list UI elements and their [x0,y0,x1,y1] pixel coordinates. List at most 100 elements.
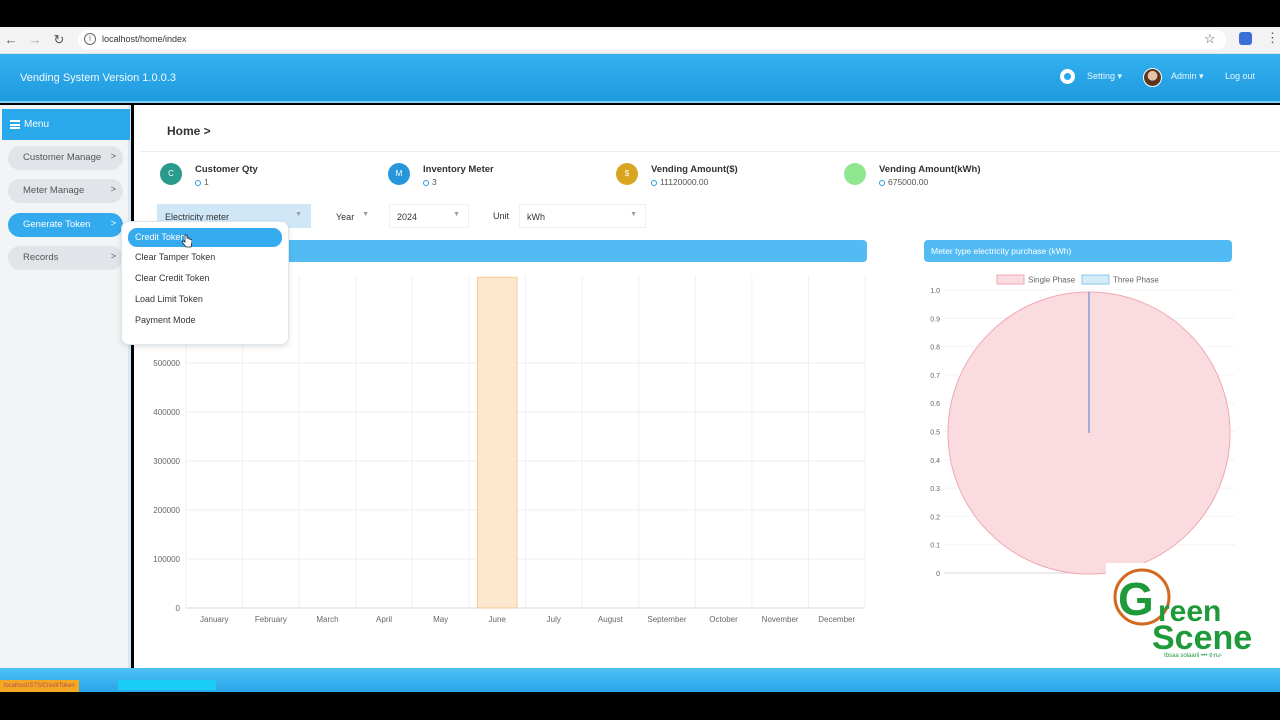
y-tick-label: 0 [176,604,181,613]
period-select[interactable]: Year ▼ [328,204,378,228]
browser-menu-icon[interactable]: ⋮ [1266,30,1279,45]
y-tick-label: 0.1 [930,543,940,550]
stat-name: Inventory Meter [423,164,494,175]
menu-item-clear-credit-token[interactable]: Clear Credit Token [135,273,210,283]
unit-label: Unit [493,211,510,221]
x-tick-label: June [489,615,507,624]
customer-icon: C [160,163,182,185]
sidebar-item-generate-token[interactable]: Generate Token > [8,213,123,237]
svg-text:Scene: Scene [1152,619,1252,657]
x-tick-label: February [255,615,287,624]
y-tick-label: 0.6 [930,401,940,408]
breadcrumb: Home > [140,110,1280,152]
svg-text:reen: reen [1158,595,1221,628]
chevron-down-icon: ▼ [453,211,460,218]
y-tick-label: 0.5 [930,430,940,437]
sidebar-item-label: Records [23,252,59,263]
menu-item-load-limit-token[interactable]: Load Limit Token [135,294,203,304]
y-tick-label: 400000 [153,408,180,417]
app-header: Vending System Version 1.0.0.3 Setting ▾… [0,54,1280,103]
chevron-right-icon: > [110,218,116,228]
sidebar-item-customer-manage[interactable]: Customer Manage > [8,146,123,170]
address-bar[interactable]: i localhost/home/index [78,30,1226,50]
dollar-icon: $ [616,163,638,185]
status-url: localhost/STS/CreditToken [0,680,79,692]
y-tick-label: 0.3 [930,486,940,493]
x-tick-label: January [200,615,228,624]
y-tick-label: 0.9 [930,316,940,323]
stat-name: Customer Qty [195,164,258,175]
bar-chart-header [144,240,867,262]
y-tick-label: 0.2 [930,514,940,521]
profile-icon[interactable] [1239,32,1252,45]
chevron-right-icon: > [110,184,116,194]
meter-icon: M [388,163,410,185]
y-tick-label: 500000 [153,359,180,368]
sidebar-item-label: Customer Manage [23,152,102,163]
menu-label: Menu [24,119,50,130]
energy-icon: E [844,163,866,185]
setting-menu[interactable]: Setting ▾ [1087,71,1123,81]
hand-cursor-icon [182,234,192,248]
stat-value: 1 [195,177,209,187]
site-info-icon[interactable]: i [84,33,96,45]
green-scene-logo: G reen Scene Ibsaa solaarii ••• ይብራ [1106,563,1280,663]
status-indicator [118,680,216,690]
stat-value: 11120000.00 [651,177,708,187]
y-tick-label: 0.4 [930,458,940,465]
x-tick-label: August [598,615,624,624]
y-tick-label: 0.8 [930,345,940,352]
stat-name: Vending Amount($) [651,164,738,175]
x-tick-label: May [433,615,448,624]
breadcrumb-home[interactable]: Home > [167,124,211,138]
legend-swatch [1081,274,1110,285]
menu-item-credit-token[interactable]: Credit Token [128,228,282,247]
y-tick-label: 100000 [153,555,180,564]
avatar[interactable] [1143,68,1162,87]
svg-text:Ibsaa solaarii ••• ይብራ: Ibsaa solaarii ••• ይብራ [1164,653,1222,659]
forward-icon[interactable]: → [28,32,42,47]
sidebar-item-records[interactable]: Records > [8,246,123,270]
gear-icon[interactable] [1060,69,1075,84]
legend-label: Single Phase [1028,276,1076,285]
y-tick-label: 300000 [153,457,180,466]
app-title: Vending System Version 1.0.0.3 [20,72,176,84]
sidebar-item-label: Generate Token [23,219,91,230]
address-url: localhost/home/index [102,34,187,44]
y-tick-label: 1.0 [930,288,940,295]
stat-value: 3 [423,177,437,187]
y-tick-label: 200000 [153,506,180,515]
back-icon[interactable]: ← [4,32,18,47]
pie-chart-header: Meter type electricity purchase (kWh) [924,240,1232,262]
year-select[interactable]: 2024 ▼ [389,204,469,228]
legend-swatch [996,274,1025,285]
bookmark-star-icon[interactable]: ☆ [1204,31,1216,46]
x-tick-label: September [647,615,686,624]
pie-chart: Single Phase Three Phase 0 0.1 0.2 0.3 0.4 0.5 0… [930,274,1235,578]
x-tick-label: April [376,615,392,624]
admin-menu[interactable]: Admin ▾ [1171,71,1204,81]
y-tick-label: 0 [936,571,940,578]
reload-icon[interactable]: ↻ [53,32,65,47]
menu-icon [10,120,20,129]
sidebar-item-label: Meter Manage [23,185,85,196]
generate-token-dropdown: Credit Token Clear Tamper Token Clear Cr… [121,221,289,345]
sidebar: Menu Customer Manage > Meter Manage > Ge… [0,105,131,668]
logout-link[interactable]: Log out [1225,71,1256,81]
stat-value: 675000.00 [879,177,928,187]
x-tick-label: December [818,615,855,624]
sidebar-item-meter-manage[interactable]: Meter Manage > [8,179,123,203]
x-tick-label: November [762,615,799,624]
chevron-right-icon: > [110,151,116,161]
x-tick-label: March [316,615,338,624]
unit-select[interactable]: kWh ▼ [519,204,646,228]
browser-toolbar: ← → ↻ i localhost/home/index ☆ ⋮ [0,27,1280,54]
chevron-right-icon: > [110,251,116,261]
chevron-down-icon: ▼ [295,211,302,218]
bar-june [476,276,518,609]
menu-item-payment-mode[interactable]: Payment Mode [135,315,196,325]
menu-item-clear-tamper-token[interactable]: Clear Tamper Token [135,252,216,262]
legend-label: Three Phase [1113,276,1159,285]
menu-header: Menu [2,109,130,140]
y-tick-label: 0.7 [930,373,940,380]
